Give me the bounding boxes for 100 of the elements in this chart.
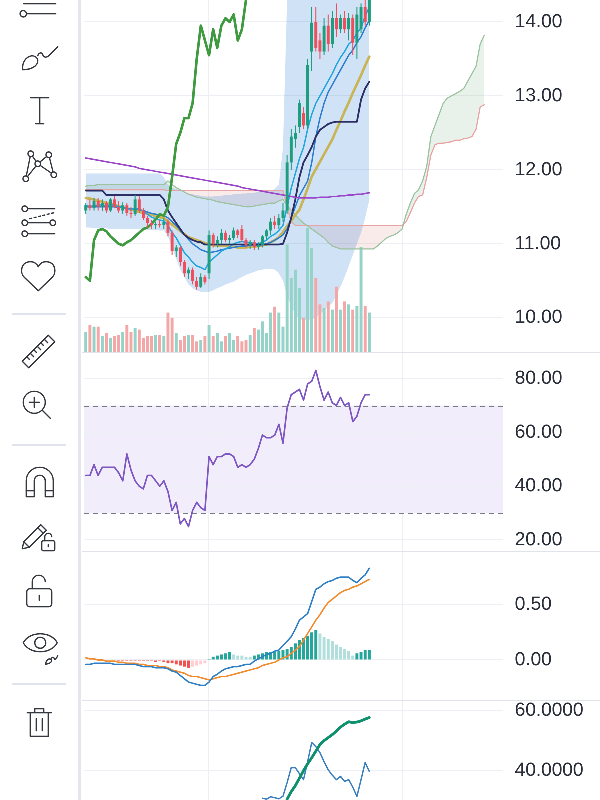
bar bbox=[208, 325, 211, 352]
y-tick-label: 80.00 bbox=[515, 368, 563, 390]
bar bbox=[122, 332, 125, 352]
bar bbox=[269, 312, 272, 352]
candlestick bbox=[278, 214, 281, 230]
candlestick bbox=[170, 230, 174, 256]
y-tick-label: 14.00 bbox=[515, 11, 563, 32]
candlestick bbox=[166, 219, 170, 238]
bar bbox=[240, 656, 244, 660]
y-tick-label: 11.00 bbox=[515, 233, 562, 254]
bar bbox=[331, 641, 334, 660]
y-tick-label: 60.00 bbox=[515, 422, 563, 443]
bar bbox=[248, 334, 252, 352]
candlestick bbox=[212, 232, 215, 248]
bar bbox=[101, 336, 104, 352]
candlestick bbox=[105, 200, 108, 214]
candlestick bbox=[216, 236, 219, 248]
bar bbox=[278, 651, 281, 660]
bar bbox=[236, 656, 240, 660]
y-tick-label: 0.50 bbox=[515, 594, 552, 616]
bar bbox=[356, 654, 359, 660]
y-tick-label: 0.00 bbox=[515, 649, 552, 670]
bar bbox=[314, 278, 318, 352]
bar bbox=[331, 310, 334, 352]
candlestick bbox=[138, 195, 141, 214]
bar bbox=[200, 660, 203, 665]
candlestick bbox=[179, 246, 182, 267]
candlestick bbox=[183, 260, 186, 278]
candlestick bbox=[368, 0, 371, 26]
candlestick bbox=[122, 202, 125, 215]
bar bbox=[322, 637, 326, 660]
candlestick bbox=[326, 14, 330, 52]
candlestick bbox=[220, 228, 224, 245]
bar bbox=[314, 630, 318, 660]
candlestick bbox=[142, 208, 146, 221]
bar bbox=[166, 312, 170, 352]
candlestick bbox=[162, 218, 166, 230]
bar bbox=[347, 651, 350, 660]
bar bbox=[224, 654, 228, 660]
bar bbox=[117, 334, 120, 352]
bar bbox=[183, 336, 186, 352]
candlestick bbox=[195, 276, 198, 290]
bar bbox=[220, 654, 224, 660]
y-tick-label: 40.00 bbox=[515, 476, 563, 497]
bar bbox=[352, 656, 355, 660]
bar bbox=[200, 340, 203, 352]
y-tick-label: 60.0000 bbox=[515, 700, 584, 722]
bar bbox=[278, 312, 281, 352]
bar bbox=[212, 336, 215, 352]
candlestick bbox=[252, 240, 256, 250]
bar bbox=[96, 326, 100, 352]
candlestick bbox=[204, 274, 207, 286]
bar bbox=[286, 244, 289, 352]
bar bbox=[274, 306, 276, 352]
candlestick bbox=[117, 200, 120, 214]
bar bbox=[347, 304, 350, 352]
bar bbox=[360, 246, 363, 352]
bar bbox=[335, 644, 338, 660]
bar bbox=[236, 336, 240, 352]
bar bbox=[166, 660, 170, 664]
bar bbox=[232, 654, 236, 660]
candlestick bbox=[224, 230, 228, 244]
bar bbox=[352, 310, 355, 352]
y-tick-label: 40.0000 bbox=[515, 760, 584, 782]
y-tick-label: 20.00 bbox=[515, 529, 563, 550]
bar bbox=[191, 334, 194, 352]
bar bbox=[306, 636, 310, 660]
bar bbox=[248, 656, 252, 660]
bar bbox=[204, 336, 207, 352]
candlestick bbox=[335, 3, 338, 38]
bar bbox=[158, 334, 162, 352]
bar bbox=[310, 632, 314, 660]
bar bbox=[134, 328, 137, 352]
candlestick bbox=[274, 215, 276, 230]
bar bbox=[368, 312, 371, 352]
bar bbox=[191, 660, 194, 667]
bar bbox=[162, 336, 166, 352]
bar bbox=[364, 650, 367, 660]
bar bbox=[150, 336, 154, 352]
bar bbox=[343, 649, 346, 660]
bar bbox=[174, 334, 178, 352]
candlestick bbox=[347, 12, 350, 42]
bar bbox=[364, 306, 367, 352]
bar bbox=[179, 660, 182, 666]
bar bbox=[126, 325, 129, 352]
candlestick bbox=[232, 227, 236, 241]
bar bbox=[138, 330, 141, 352]
candlestick bbox=[191, 267, 194, 286]
candlestick bbox=[298, 99, 302, 134]
bar bbox=[368, 650, 371, 660]
candlestick bbox=[240, 225, 244, 244]
bar bbox=[174, 660, 178, 665]
candlestick bbox=[146, 215, 150, 228]
candlestick bbox=[134, 194, 137, 216]
bar bbox=[326, 639, 330, 660]
bar bbox=[216, 656, 219, 660]
bar bbox=[252, 656, 256, 660]
candlestick bbox=[109, 198, 112, 213]
bar bbox=[318, 634, 322, 660]
bar bbox=[195, 660, 198, 666]
